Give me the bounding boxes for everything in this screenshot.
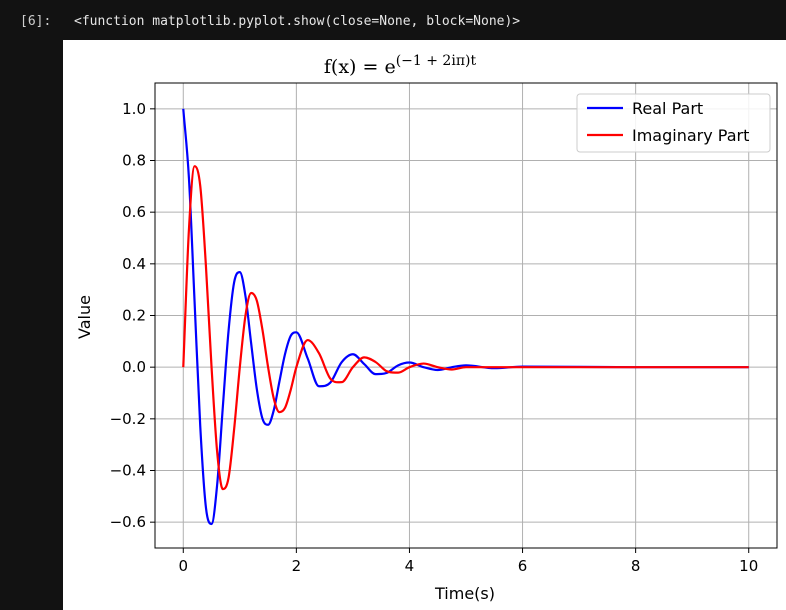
chart: f(x) = e(−1 + 2iπ)t 0 2 4 6 8 10 −0.6 −0.4 −0.2…	[75, 53, 778, 603]
y-tick-label: 0.2	[122, 307, 146, 325]
y-tick-label: 0.0	[122, 358, 146, 376]
legend-label-imaginary: Imaginary Part	[632, 126, 749, 145]
cell-output-row: [6]: <function matplotlib.pyplot.show(cl…	[0, 0, 786, 40]
figure-output: f(x) = e(−1 + 2iπ)t 0 2 4 6 8 10 −0.6 −0.4 −0.2…	[63, 40, 786, 610]
chart-title-main: f(x) = e	[324, 56, 396, 78]
cell-prompt: [6]:	[20, 14, 52, 29]
legend-box	[576, 93, 771, 153]
y-tick-label: 0.8	[122, 152, 146, 170]
series-line-real	[182, 108, 749, 526]
y-tick-label: 0.4	[122, 255, 146, 273]
x-tick-label: 6	[518, 557, 528, 575]
y-tick-label: −0.4	[110, 462, 146, 480]
legend: Real Part Imaginary Part	[576, 93, 771, 153]
x-tick-label: 4	[405, 557, 415, 575]
x-tick-label: 0	[178, 557, 188, 575]
y-axis-label: Value	[75, 295, 94, 339]
series-line-imaginary	[182, 165, 749, 491]
chart-title-exponent: (−1 + 2iπ)t	[396, 53, 477, 69]
y-tick-label: 1.0	[122, 100, 146, 118]
series-lines	[182, 108, 749, 526]
x-axis-label: Time(s)	[434, 584, 495, 603]
cell-output-text: <function matplotlib.pyplot.show(close=N…	[74, 14, 521, 29]
y-tick-label: −0.2	[110, 410, 146, 428]
y-axis-ticks: −0.6 −0.4 −0.2 0.0 0.2 0.4 0.6 0.8 1.0	[110, 100, 155, 531]
legend-label-real: Real Part	[632, 99, 703, 118]
x-tick-label: 8	[631, 557, 641, 575]
chart-title: f(x) = e(−1 + 2iπ)t	[324, 53, 477, 78]
y-tick-label: 0.6	[122, 203, 146, 221]
x-tick-label: 10	[739, 557, 758, 575]
y-tick-label: −0.6	[110, 513, 146, 531]
x-tick-label: 2	[292, 557, 302, 575]
grid-lines	[155, 83, 777, 548]
x-axis-ticks: 0 2 4 6 8 10	[178, 548, 758, 575]
